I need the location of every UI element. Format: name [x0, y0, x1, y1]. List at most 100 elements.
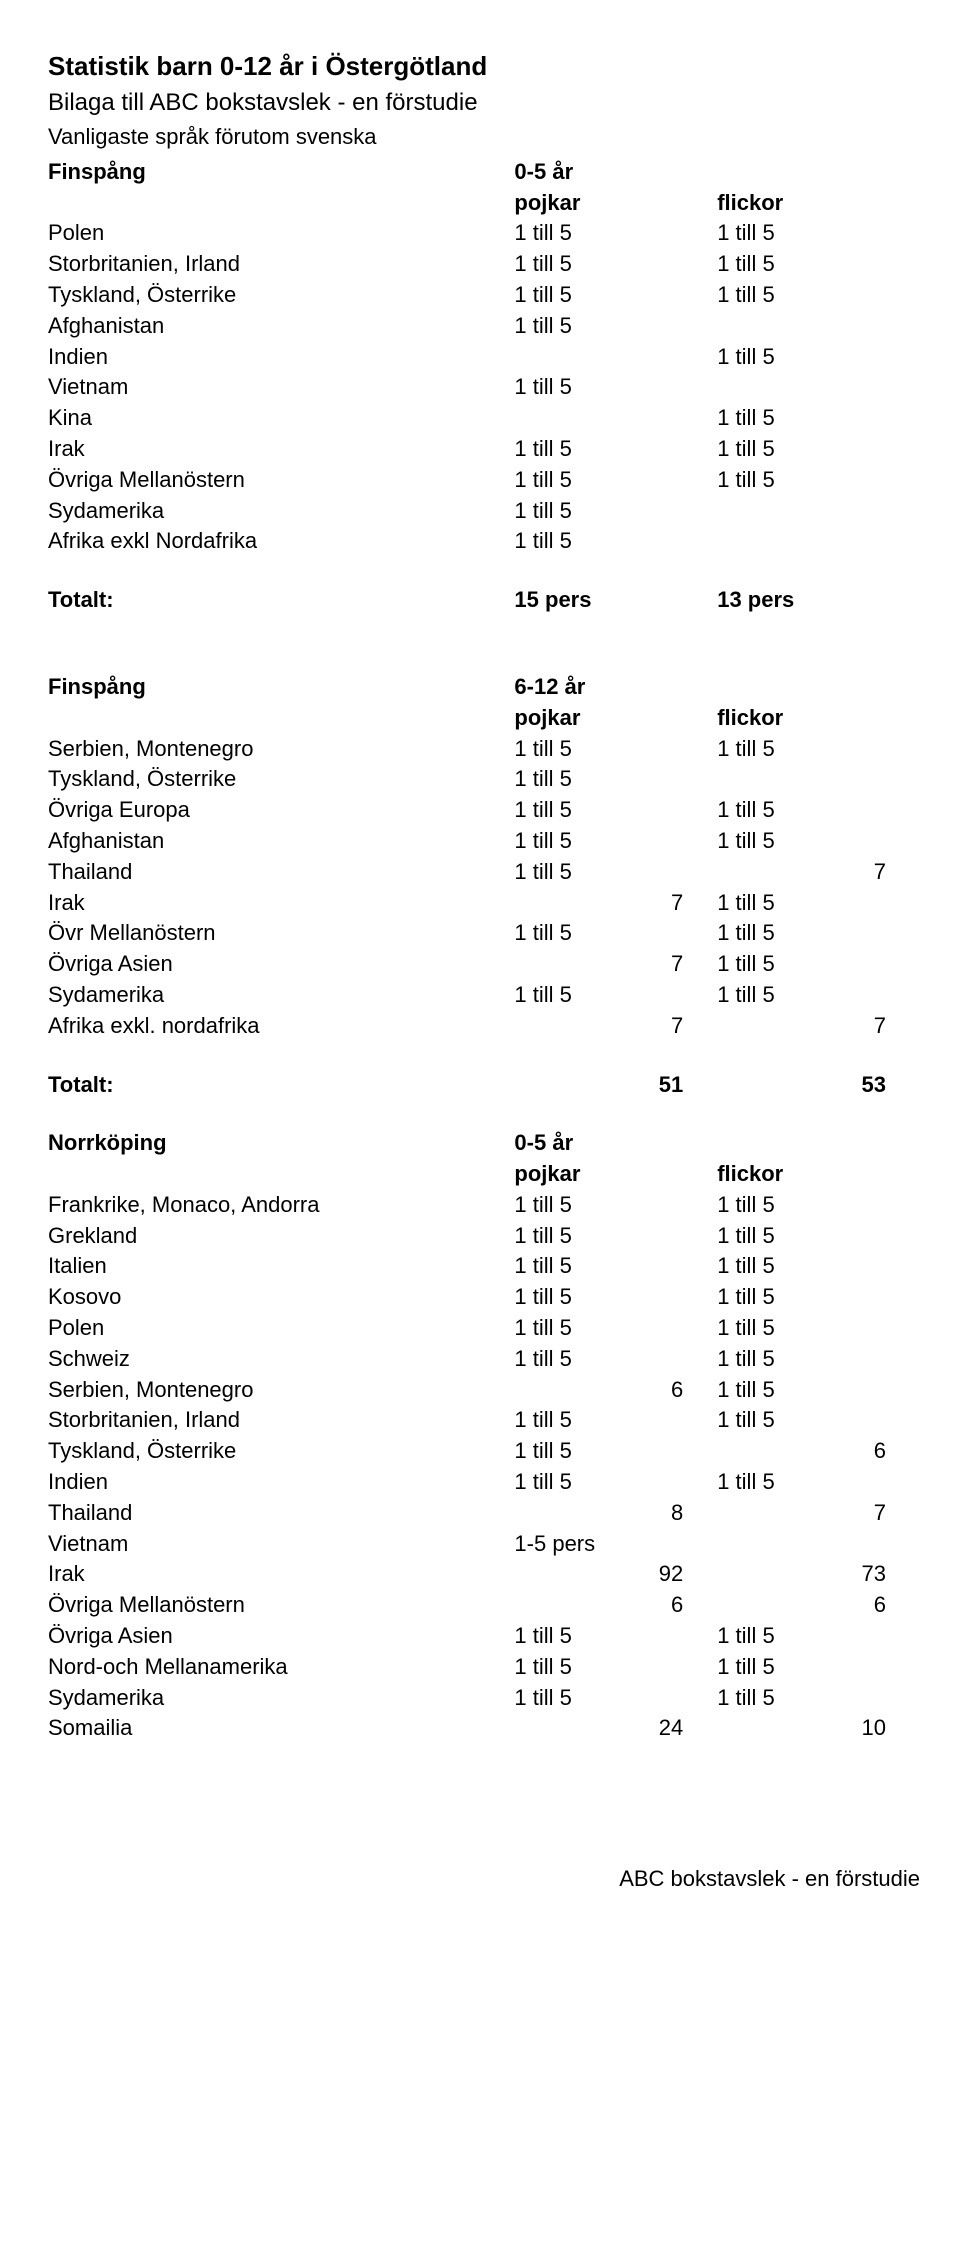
row-value: 1 till 5	[514, 1405, 717, 1436]
row-value: 1 till 5	[514, 1313, 717, 1344]
row-label: Italien	[48, 1251, 514, 1282]
row-value: 1 till 5	[717, 1190, 920, 1221]
row-value: 1 till 5	[717, 1344, 920, 1375]
row-label: Afrika exkl. nordafrika	[48, 1011, 514, 1042]
row-value	[717, 526, 920, 557]
page-title: Statistik barn 0-12 år i Östergötland	[48, 48, 920, 84]
row-value: 1-5 pers	[514, 1529, 717, 1560]
row-label: Afrika exkl Nordafrika	[48, 526, 514, 557]
row-value: 1 till 5	[717, 888, 920, 919]
row-label: Irak	[48, 888, 514, 919]
table-row: Storbritanien, Irland1 till 51 till 5	[48, 249, 920, 280]
row-value: 1 till 5	[514, 734, 717, 765]
row-value: 1 till 5	[717, 1221, 920, 1252]
row-value: 1 till 5	[514, 764, 717, 795]
table-row: Tyskland, Österrike1 till 56	[48, 1436, 920, 1467]
row-label: Thailand	[48, 857, 514, 888]
table-row: Thailand87	[48, 1498, 920, 1529]
row-value: 1 till 5	[717, 949, 920, 980]
table-row: Polen1 till 51 till 5	[48, 1313, 920, 1344]
row-label: Övr Mellanöstern	[48, 918, 514, 949]
table-row: Kina1 till 5	[48, 403, 920, 434]
page-subtitle: Bilaga till ABC bokstavslek - en förstud…	[48, 86, 920, 120]
row-value: 1 till 5	[514, 857, 717, 888]
table-row: Nord-och Mellanamerika1 till 51 till 5	[48, 1652, 920, 1683]
row-value: 1 till 5	[717, 1251, 920, 1282]
row-value: 1 till 5	[717, 1375, 920, 1406]
table-row: Grekland1 till 51 till 5	[48, 1221, 920, 1252]
section-header-row: Finspång 0-5 år	[48, 157, 920, 188]
cell	[48, 703, 514, 734]
row-value: 1 till 5	[514, 496, 717, 527]
row-label: Tyskland, Österrike	[48, 764, 514, 795]
col-header: flickor	[717, 188, 920, 219]
table-row: Tyskland, Österrike1 till 5	[48, 764, 920, 795]
table-row: Afrika exkl Nordafrika1 till 5	[48, 526, 920, 557]
row-value: 1 till 5	[717, 734, 920, 765]
row-label: Indien	[48, 1467, 514, 1498]
row-label: Indien	[48, 342, 514, 373]
row-label: Polen	[48, 218, 514, 249]
section-age: 6-12 år	[514, 672, 717, 703]
table-row: Övriga Asien71 till 5	[48, 949, 920, 980]
table-row: Övriga Europa1 till 51 till 5	[48, 795, 920, 826]
col-header: flickor	[717, 1159, 920, 1190]
cell	[717, 672, 920, 703]
section-name: Finspång	[48, 672, 514, 703]
row-label: Storbritanien, Irland	[48, 1405, 514, 1436]
col-header: pojkar	[514, 703, 717, 734]
row-value: 1 till 5	[514, 1621, 717, 1652]
table-row: Sydamerika1 till 51 till 5	[48, 980, 920, 1011]
row-label: Schweiz	[48, 1344, 514, 1375]
table-row: Serbien, Montenegro61 till 5	[48, 1375, 920, 1406]
row-value: 1 till 5	[717, 342, 920, 373]
col-header: pojkar	[514, 1159, 717, 1190]
row-value	[514, 403, 717, 434]
row-value: 1 till 5	[514, 311, 717, 342]
row-value	[717, 372, 920, 403]
row-value: 1 till 5	[514, 826, 717, 857]
table-row: Vietnam1 till 5	[48, 372, 920, 403]
row-label: Sydamerika	[48, 496, 514, 527]
row-label: Sydamerika	[48, 980, 514, 1011]
row-value	[717, 496, 920, 527]
row-value: 1 till 5	[514, 526, 717, 557]
row-value: 1 till 5	[514, 1251, 717, 1282]
cell	[717, 157, 920, 188]
row-label: Serbien, Montenegro	[48, 734, 514, 765]
row-value: 1 till 5	[514, 918, 717, 949]
row-value: 1 till 5	[514, 465, 717, 496]
table-row: Thailand1 till 57	[48, 857, 920, 888]
row-label: Nord-och Mellanamerika	[48, 1652, 514, 1683]
table-row: Sydamerika1 till 5	[48, 496, 920, 527]
row-value: 1 till 5	[514, 1683, 717, 1714]
row-value: 1 till 5	[514, 1282, 717, 1313]
row-value: 1 till 5	[717, 795, 920, 826]
total-row: Totalt: 51 53	[48, 1070, 920, 1101]
table-row: Indien1 till 51 till 5	[48, 1467, 920, 1498]
row-value: 6	[514, 1375, 717, 1406]
row-value: 1 till 5	[514, 434, 717, 465]
table-row: Sydamerika1 till 51 till 5	[48, 1683, 920, 1714]
row-value: 7	[514, 1011, 717, 1042]
row-value: 1 till 5	[717, 218, 920, 249]
row-value: 73	[717, 1559, 920, 1590]
cell	[48, 188, 514, 219]
table-row: Övriga Asien1 till 51 till 5	[48, 1621, 920, 1652]
row-value: 1 till 5	[717, 465, 920, 496]
row-label: Tyskland, Österrike	[48, 280, 514, 311]
row-label: Irak	[48, 434, 514, 465]
table-row: Afghanistan1 till 51 till 5	[48, 826, 920, 857]
row-value: 1 till 5	[717, 826, 920, 857]
row-value: 7	[717, 1011, 920, 1042]
total-label: Totalt:	[48, 1070, 514, 1101]
section-header-row: Norrköping 0-5 år	[48, 1128, 920, 1159]
row-value	[717, 311, 920, 342]
row-label: Somailia	[48, 1713, 514, 1744]
row-value: 1 till 5	[717, 1621, 920, 1652]
row-value: 1 till 5	[717, 280, 920, 311]
table-row: Irak71 till 5	[48, 888, 920, 919]
row-value: 1 till 5	[514, 1221, 717, 1252]
section-age: 0-5 år	[514, 1128, 717, 1159]
row-label: Övriga Mellanöstern	[48, 465, 514, 496]
